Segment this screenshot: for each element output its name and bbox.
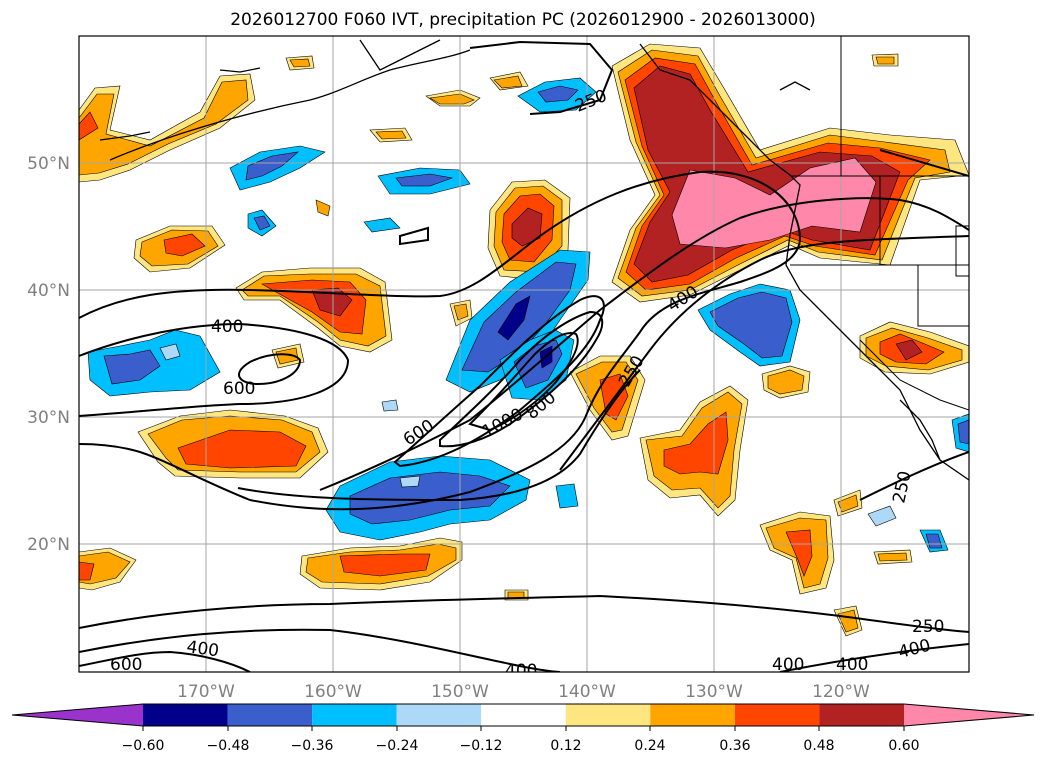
lon-label: 160°W xyxy=(304,682,362,702)
lat-label: 40°N xyxy=(27,281,70,301)
contour-label: 600 xyxy=(223,379,255,399)
contour-label: 400 xyxy=(505,661,537,681)
contour-label: 400 xyxy=(772,655,804,675)
colorbar-tick-label: −0.36 xyxy=(291,738,334,754)
colorbar-swatch xyxy=(12,704,143,726)
colorbar-tick-label: −0.12 xyxy=(460,738,503,754)
lat-label: 50°N xyxy=(27,154,70,174)
lon-label: 120°W xyxy=(812,682,870,702)
colorbar-swatch xyxy=(227,704,313,726)
lat-label: 20°N xyxy=(27,535,70,555)
colorbar-tick-labels: −0.60 −0.48 −0.36 −0.24 −0.12 0.12 0.24 … xyxy=(122,738,920,754)
colorbar-swatches xyxy=(11,703,1035,727)
lon-label: 150°W xyxy=(431,682,489,702)
colorbar-ticks xyxy=(142,726,905,731)
contour-label: 600 xyxy=(110,655,142,675)
colorbar-tick-label: −0.48 xyxy=(207,738,250,754)
colorbar-tick-label: 0.36 xyxy=(719,738,750,754)
borders xyxy=(790,36,969,411)
colorbar-tick-label: 0.12 xyxy=(550,738,581,754)
colorbar-tick-label: 0.60 xyxy=(888,738,919,754)
colorbar-swatch xyxy=(734,704,820,726)
colorbar-swatch xyxy=(143,704,228,726)
colorbar-swatch xyxy=(650,704,735,726)
colorbar-tick-label: 0.48 xyxy=(803,738,834,754)
colorbar-tick-label: 0.24 xyxy=(634,738,665,754)
colorbar-swatch xyxy=(396,704,482,726)
lat-label: 30°N xyxy=(27,408,70,428)
figure-title: 2026012700 F060 IVT, precipitation PC (2… xyxy=(230,10,816,30)
colorbar-swatch xyxy=(312,704,397,726)
latitude-labels: 20°N 30°N 40°N 50°N xyxy=(27,154,70,555)
lon-label: 170°W xyxy=(177,682,235,702)
colorbar: −0.60 −0.48 −0.36 −0.24 −0.12 0.12 0.24 … xyxy=(11,703,1035,754)
ivt-contours xyxy=(79,40,969,672)
longitude-labels: 170°W 160°W 150°W 140°W 130°W 120°W xyxy=(177,682,870,702)
colorbar-swatch xyxy=(565,704,651,726)
contour-label: 250 xyxy=(912,617,944,637)
colorbar-swatch xyxy=(904,704,1034,726)
colorbar-swatch xyxy=(819,704,904,726)
map-frame xyxy=(78,35,970,673)
colorbar-tick-label: −0.24 xyxy=(376,738,419,754)
colorbar-swatch xyxy=(481,704,566,726)
precipitation-field xyxy=(79,43,969,637)
coastlines xyxy=(99,39,969,481)
lon-label: 130°W xyxy=(685,682,743,702)
lon-label: 140°W xyxy=(558,682,616,702)
map-panel: 400 600 600 1000 800 250 400 250 250 250… xyxy=(79,36,969,681)
contour-label: 400 xyxy=(211,317,243,337)
contour-label: 400 xyxy=(836,655,868,675)
colorbar-tick-label: −0.60 xyxy=(122,738,165,754)
contour-label: 400 xyxy=(185,637,220,661)
